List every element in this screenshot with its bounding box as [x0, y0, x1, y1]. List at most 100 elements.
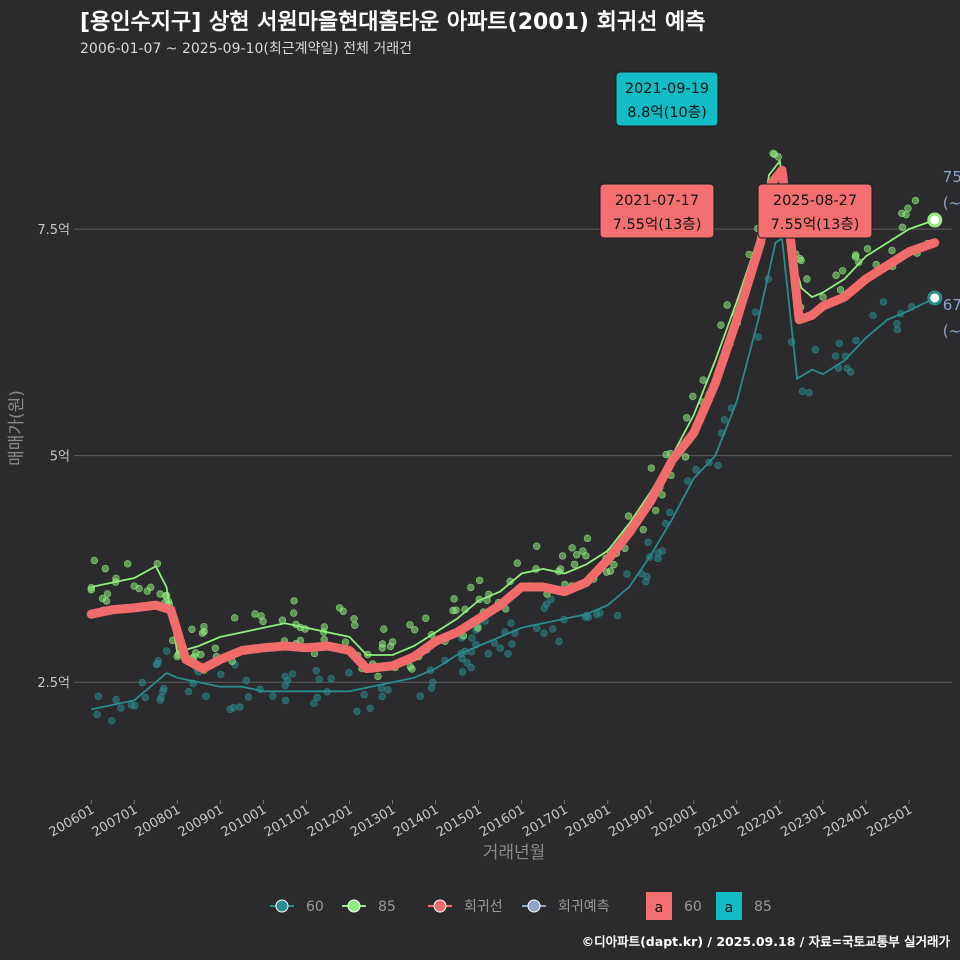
scatter-point-85	[888, 246, 896, 255]
y-axis-title: 매매가(원)	[7, 390, 27, 466]
regression-line	[86, 165, 940, 674]
annotation-date-2: 2025-08-27	[773, 193, 857, 209]
scatter-point-85	[378, 640, 387, 648]
scatter-point-85	[568, 544, 576, 552]
legend-key-dot-pred	[527, 899, 541, 913]
scatter-point-85	[289, 609, 298, 617]
annotation-boxes: 2021-09-19 8.8억(10층) 2021-07-17 7.55억(13층) 2…	[599, 71, 873, 239]
legend-label-reg: 회귀선	[464, 899, 503, 915]
legend-key-dot-60	[275, 899, 289, 913]
end-point-markers: 75,916 (~85㎡) 67,425 (~60㎡)	[927, 168, 960, 340]
scatter-point-85	[610, 561, 618, 569]
scatter-point-85	[836, 286, 845, 294]
scatter-point-60	[184, 687, 193, 696]
scatter-point-85	[699, 376, 707, 384]
scatter-point-85	[651, 506, 660, 515]
scatter-point-85	[251, 610, 259, 618]
scatter-point-85	[335, 604, 344, 612]
x-tick-label: 201101	[262, 802, 312, 840]
scatter-point-85	[351, 621, 359, 629]
scatter-point-85	[103, 590, 112, 598]
scatter-point-85	[855, 258, 863, 266]
legend-label-85: 85	[378, 899, 396, 915]
annotation-price-1: 7.55억(13층)	[613, 216, 702, 233]
scatter-point-85	[803, 275, 811, 283]
scatter-point-85	[863, 245, 872, 253]
scatter-point-60	[484, 650, 492, 658]
scatter-point-85	[572, 551, 581, 559]
scatter-point-60	[555, 637, 563, 646]
scatter-point-60	[117, 704, 125, 712]
scatter-point-60	[658, 547, 666, 555]
scatter-point-60	[131, 702, 139, 710]
x-tick-label: 201301	[348, 802, 398, 840]
scatter-point-60	[345, 669, 353, 677]
scatter-point-60	[217, 670, 225, 679]
scatter-point-60	[327, 674, 335, 683]
scatter-point-60	[811, 346, 820, 354]
x-tick-label: 200901	[176, 802, 226, 840]
scatter-point-85	[422, 614, 430, 622]
scatter-point-60	[281, 681, 289, 690]
scatter-point-60	[592, 610, 601, 619]
x-tick-label: 201401	[391, 802, 441, 840]
x-tick-label: 202401	[821, 802, 871, 840]
scatter-point-60	[507, 619, 515, 627]
legend-key-box-box60	[646, 892, 672, 920]
scatter-point-85	[832, 271, 840, 279]
scatter-point-85	[796, 254, 804, 263]
scatter-point-85	[532, 542, 541, 550]
end-point-marker-60	[927, 290, 943, 306]
scatter-point-85	[558, 552, 567, 560]
scatter-point-60	[281, 696, 290, 705]
scatter-point-60	[160, 684, 168, 693]
scatter-point-60	[202, 692, 210, 700]
scatter-point-85	[583, 534, 592, 543]
scatter-point-60	[458, 654, 466, 663]
scatter-point-85	[579, 547, 587, 555]
scatter-point-60	[162, 647, 171, 655]
line-series-85	[91, 158, 936, 656]
chart-subtitle: 2006-01-07 ~ 2025-09-10(최근계약일) 전체 거래건	[80, 41, 412, 57]
legend-key-dot-reg	[433, 899, 447, 913]
scatter-point-85	[135, 584, 143, 593]
scatter-point-60	[692, 465, 700, 474]
x-tick-labels: 2006012007012008012009012010012011012012…	[47, 800, 915, 840]
scatter-point-85	[898, 223, 907, 231]
scatter-point-60	[378, 692, 386, 701]
scatter-point-60	[366, 704, 374, 712]
scatter-point-60	[496, 644, 504, 652]
x-tick-label: 201001	[219, 802, 269, 840]
scatter-point-60	[108, 716, 116, 725]
scatter-point-85	[450, 595, 458, 603]
scatter-point-60	[93, 710, 101, 719]
scatter-point-60	[429, 678, 437, 686]
scatter-point-60	[548, 625, 557, 633]
annotation-box-1	[599, 183, 715, 239]
scatter-point-60	[540, 629, 548, 637]
scatter-point-85	[513, 559, 521, 567]
scatter-point-60	[542, 600, 551, 608]
scatter-point-60	[835, 339, 844, 348]
scatter-point-85	[838, 267, 847, 275]
scatter-point-85	[230, 614, 239, 622]
scatter-point-85	[681, 453, 690, 461]
series-lines	[86, 158, 940, 711]
scatter-point-60	[313, 693, 321, 702]
scatter-point-85	[156, 590, 164, 598]
scatter-point-60	[683, 477, 692, 485]
annotation-price-2: 7.55억(13층)	[771, 216, 860, 233]
scatter-point-85	[723, 301, 731, 309]
scatter-point-60	[463, 659, 471, 667]
scatter-point-85	[682, 414, 691, 422]
annotation-date-0: 2021-09-19	[625, 81, 709, 97]
legend-key-glyph-box60: a	[655, 900, 664, 916]
annotation-date-1: 2021-07-17	[615, 193, 699, 209]
annotation-box-2	[757, 183, 873, 239]
scatter-point-60	[846, 368, 855, 376]
scatter-point-85	[101, 564, 110, 573]
end-point-value-85: 75,916	[943, 168, 960, 186]
scatter-point-85	[123, 560, 132, 568]
scatter-point-60	[720, 416, 729, 424]
